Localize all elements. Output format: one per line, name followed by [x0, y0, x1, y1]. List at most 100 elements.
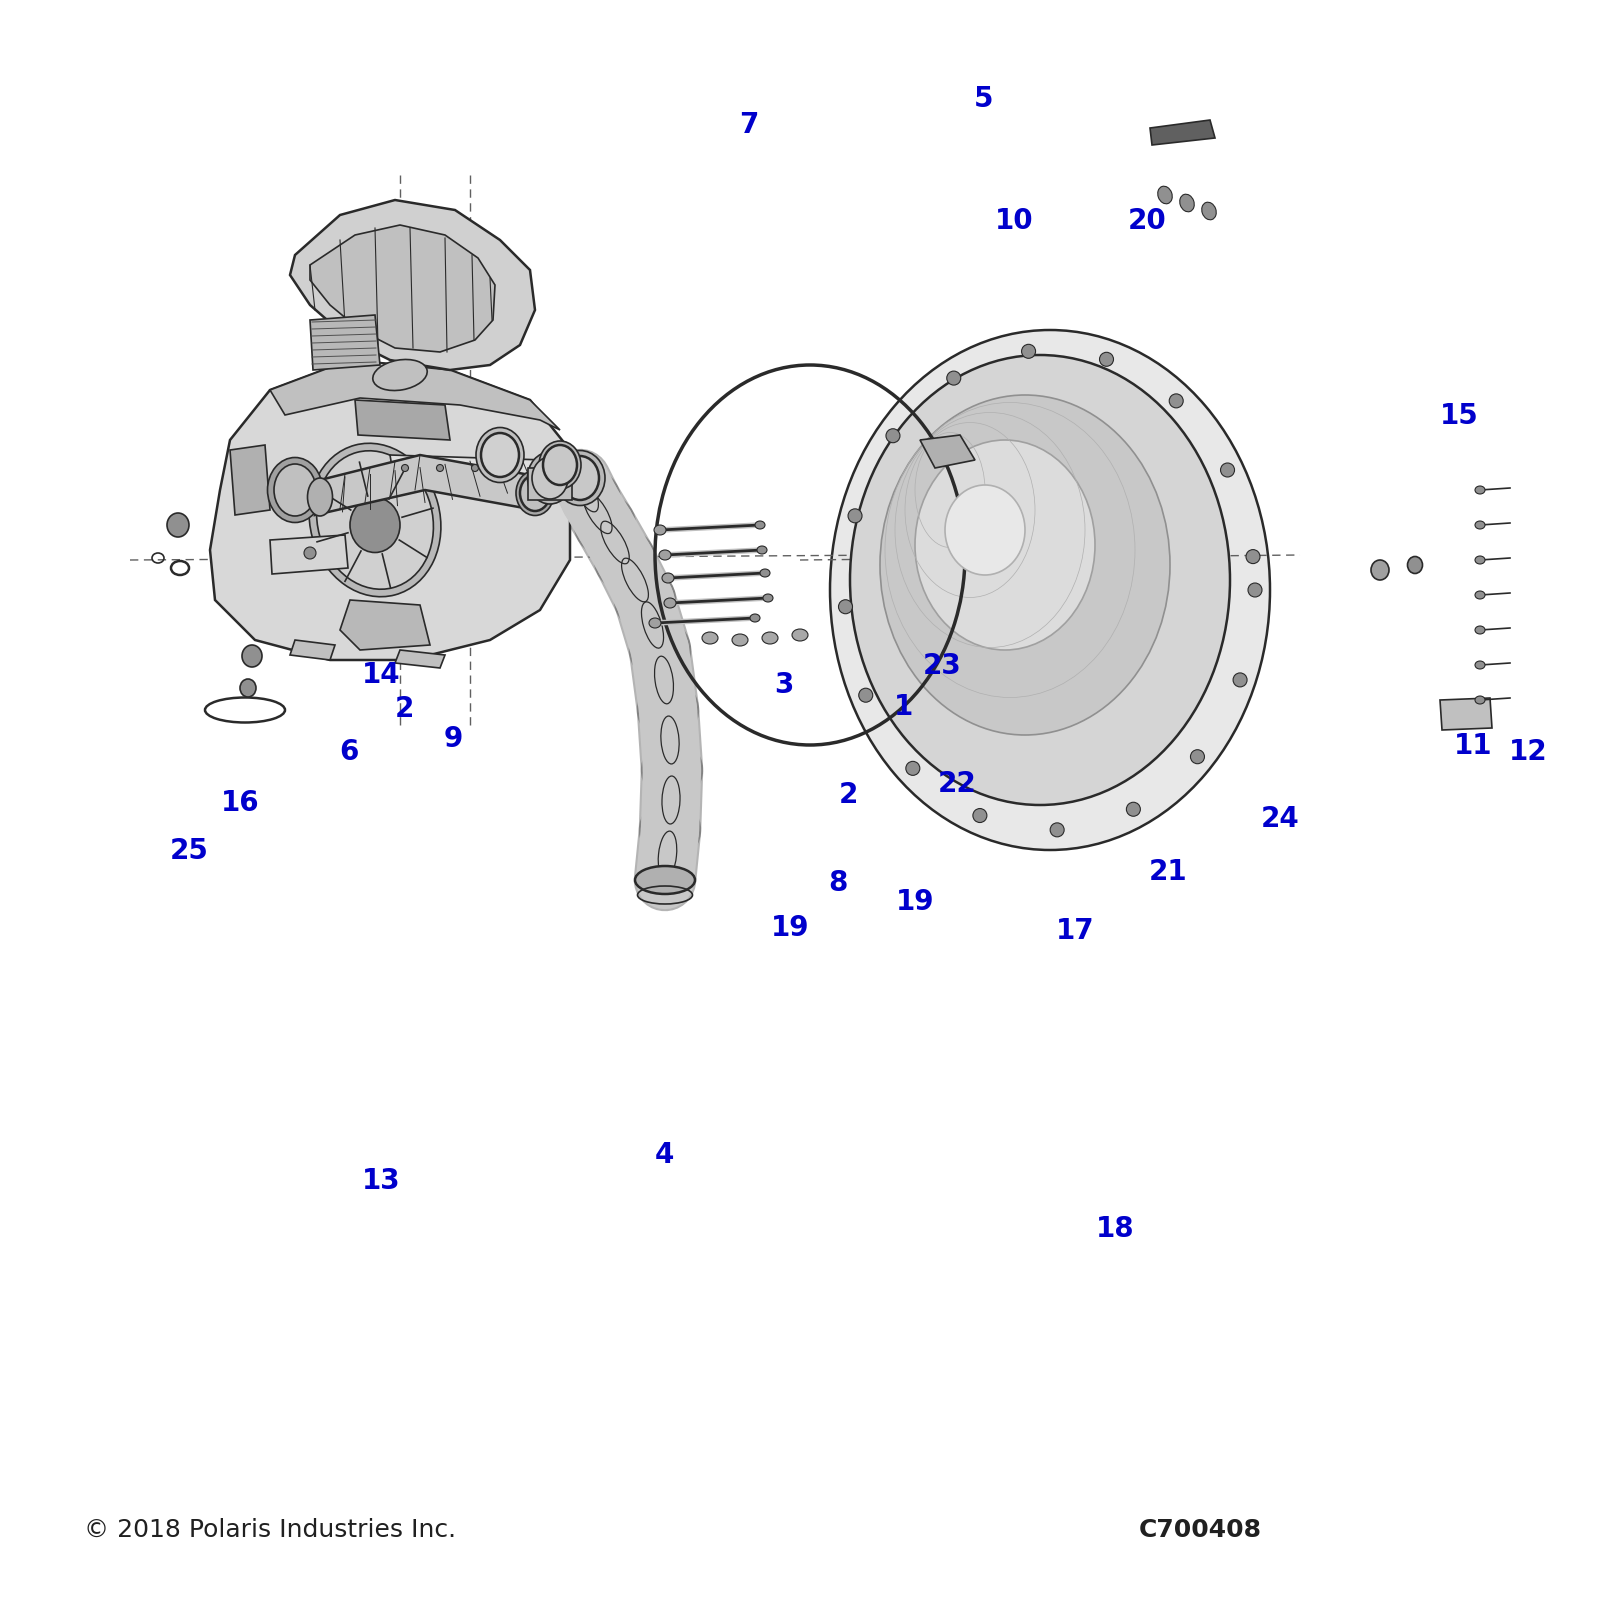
Ellipse shape: [654, 525, 666, 534]
Polygon shape: [310, 315, 381, 370]
Text: 21: 21: [1149, 858, 1187, 886]
Ellipse shape: [946, 485, 1026, 574]
Ellipse shape: [1179, 194, 1194, 211]
Polygon shape: [395, 650, 445, 669]
Text: 20: 20: [1128, 206, 1166, 235]
Ellipse shape: [437, 464, 443, 472]
Ellipse shape: [750, 614, 760, 622]
Ellipse shape: [1475, 522, 1485, 530]
Polygon shape: [315, 454, 534, 515]
Text: 13: 13: [362, 1166, 400, 1195]
Text: © 2018 Polaris Industries Inc.: © 2018 Polaris Industries Inc.: [83, 1518, 456, 1542]
Ellipse shape: [1234, 674, 1246, 686]
Text: 16: 16: [221, 789, 259, 818]
Text: 4: 4: [654, 1141, 674, 1170]
Polygon shape: [920, 435, 974, 467]
Text: 2: 2: [838, 781, 858, 810]
Polygon shape: [290, 200, 534, 370]
Ellipse shape: [859, 688, 872, 702]
Ellipse shape: [830, 330, 1270, 850]
Text: 18: 18: [1096, 1214, 1134, 1243]
Polygon shape: [1150, 120, 1214, 146]
Ellipse shape: [317, 451, 434, 589]
Ellipse shape: [472, 464, 478, 472]
Ellipse shape: [309, 443, 442, 597]
Ellipse shape: [1126, 802, 1141, 816]
Ellipse shape: [528, 451, 573, 504]
Ellipse shape: [1221, 462, 1235, 477]
Ellipse shape: [662, 573, 674, 582]
Ellipse shape: [240, 678, 256, 698]
Ellipse shape: [762, 632, 778, 643]
Ellipse shape: [702, 632, 718, 643]
Ellipse shape: [166, 514, 189, 538]
Text: 2: 2: [395, 694, 414, 723]
Text: 19: 19: [896, 888, 934, 917]
Ellipse shape: [947, 371, 960, 386]
Ellipse shape: [1158, 186, 1173, 203]
Ellipse shape: [304, 547, 317, 558]
Ellipse shape: [1475, 626, 1485, 634]
Ellipse shape: [536, 464, 544, 472]
Ellipse shape: [755, 522, 765, 530]
Text: 8: 8: [829, 869, 848, 898]
Ellipse shape: [267, 458, 323, 523]
Ellipse shape: [1170, 394, 1184, 408]
Polygon shape: [1440, 698, 1491, 730]
Ellipse shape: [402, 464, 408, 472]
Text: 17: 17: [1056, 917, 1094, 946]
Ellipse shape: [1246, 549, 1261, 563]
Ellipse shape: [1190, 750, 1205, 763]
Text: 7: 7: [739, 110, 758, 139]
Ellipse shape: [1050, 822, 1064, 837]
Ellipse shape: [515, 470, 554, 515]
Ellipse shape: [664, 598, 675, 608]
Text: 15: 15: [1440, 402, 1478, 430]
Polygon shape: [355, 400, 450, 440]
Polygon shape: [390, 454, 555, 490]
Ellipse shape: [650, 618, 661, 627]
Ellipse shape: [1408, 557, 1422, 573]
Ellipse shape: [539, 442, 581, 490]
Polygon shape: [310, 226, 494, 352]
Ellipse shape: [1475, 557, 1485, 565]
Text: 19: 19: [771, 914, 810, 942]
Text: 25: 25: [170, 837, 208, 866]
Ellipse shape: [915, 440, 1094, 650]
Ellipse shape: [1475, 696, 1485, 704]
Ellipse shape: [555, 451, 605, 506]
Ellipse shape: [531, 458, 568, 499]
Ellipse shape: [373, 360, 427, 390]
Ellipse shape: [659, 550, 670, 560]
Polygon shape: [290, 640, 334, 659]
Ellipse shape: [242, 645, 262, 667]
Text: 12: 12: [1509, 738, 1547, 766]
Ellipse shape: [1202, 202, 1216, 219]
Ellipse shape: [477, 427, 525, 483]
Polygon shape: [339, 600, 430, 650]
Ellipse shape: [635, 866, 694, 894]
Ellipse shape: [763, 594, 773, 602]
Ellipse shape: [1099, 352, 1114, 366]
Ellipse shape: [520, 475, 550, 510]
Ellipse shape: [274, 464, 317, 515]
Text: 11: 11: [1454, 731, 1493, 760]
Text: 9: 9: [443, 725, 462, 754]
Ellipse shape: [1475, 590, 1485, 598]
Ellipse shape: [542, 445, 578, 485]
Text: 5: 5: [974, 85, 994, 114]
Ellipse shape: [792, 629, 808, 642]
Text: 22: 22: [938, 770, 976, 798]
Polygon shape: [210, 360, 570, 659]
Text: 1: 1: [894, 693, 914, 722]
Ellipse shape: [350, 498, 400, 552]
Text: 14: 14: [362, 661, 400, 690]
Text: 23: 23: [923, 651, 962, 680]
Ellipse shape: [973, 808, 987, 822]
Ellipse shape: [1475, 661, 1485, 669]
Ellipse shape: [1475, 486, 1485, 494]
Ellipse shape: [1248, 582, 1262, 597]
Ellipse shape: [1371, 560, 1389, 579]
Ellipse shape: [733, 634, 749, 646]
Ellipse shape: [757, 546, 766, 554]
